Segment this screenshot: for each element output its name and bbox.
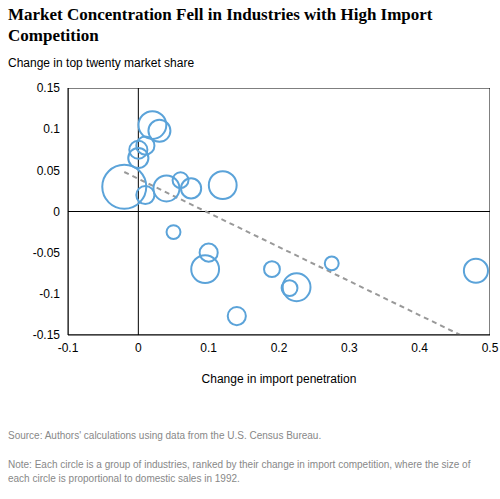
svg-text:-0.15: -0.15 bbox=[33, 328, 61, 342]
svg-text:0.1: 0.1 bbox=[200, 341, 217, 352]
svg-text:-0.1: -0.1 bbox=[39, 287, 60, 301]
svg-text:0.4: 0.4 bbox=[411, 341, 428, 352]
svg-text:0.3: 0.3 bbox=[341, 341, 358, 352]
svg-text:-0.1: -0.1 bbox=[58, 341, 79, 352]
svg-text:0: 0 bbox=[135, 341, 142, 352]
html-text:Note: Each circle is a group o: Note: Each circle is a group of industri… bbox=[8, 459, 471, 484]
svg-text:0.5: 0.5 bbox=[482, 341, 492, 352]
html-text:Market Concentration Fell in I: Market Concentration Fell in Industries … bbox=[8, 5, 433, 45]
svg-text:0.15: 0.15 bbox=[37, 81, 61, 95]
svg-text:0: 0 bbox=[53, 205, 60, 219]
svg-text:-0.05: -0.05 bbox=[33, 246, 61, 260]
svg-text:0.1: 0.1 bbox=[43, 122, 60, 136]
html-text:Source: Authors' calculations: Source: Authors' calculations using data… bbox=[8, 430, 322, 441]
html-text:Change in top twenty market sh: Change in top twenty market share bbox=[8, 56, 195, 70]
svg-text:0.2: 0.2 bbox=[271, 341, 288, 352]
html-text:Change in import penetration: Change in import penetration bbox=[201, 372, 357, 386]
svg-text:0.05: 0.05 bbox=[37, 164, 61, 178]
